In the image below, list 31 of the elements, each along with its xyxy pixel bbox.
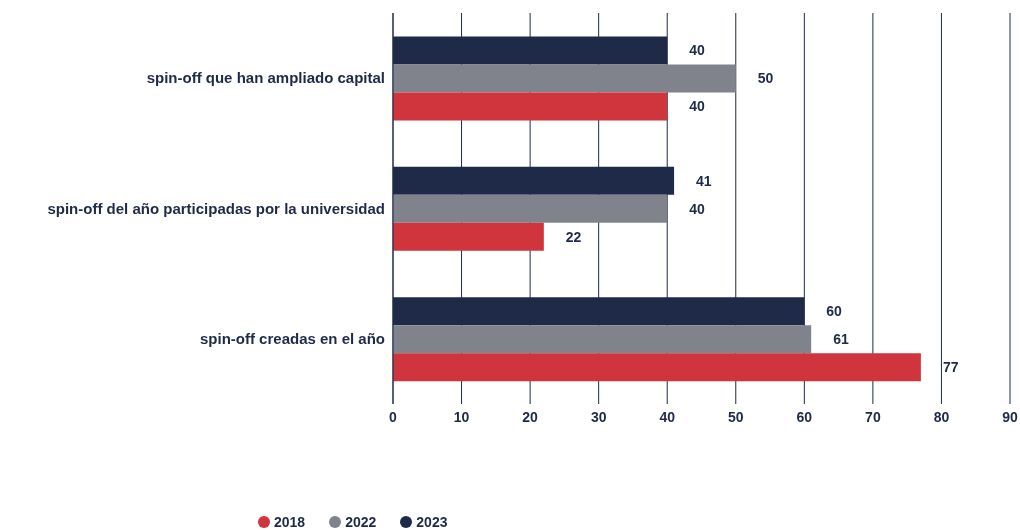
bar xyxy=(393,64,736,93)
x-tick-label: 80 xyxy=(933,408,950,425)
x-tick-label: 20 xyxy=(522,408,539,425)
data-label: 60 xyxy=(826,303,843,320)
x-tick-label: 70 xyxy=(865,408,881,425)
y-tick-label: spin-off creadas en el año xyxy=(199,330,385,348)
data-label: 61 xyxy=(833,331,849,348)
x-tick-label: 90 xyxy=(1002,408,1018,425)
data-label: 22 xyxy=(565,228,582,245)
x-tick-label: 30 xyxy=(590,408,607,425)
x-tick-label: 60 xyxy=(796,408,813,425)
x-tick-label: 50 xyxy=(727,408,744,425)
data-label: 40 xyxy=(689,200,706,217)
data-label: 50 xyxy=(757,70,774,87)
bar xyxy=(393,222,544,251)
x-tick-label: 0 xyxy=(389,408,398,425)
y-tick-label: spin-off del año participadas por la universidad xyxy=(47,199,385,217)
bar xyxy=(393,194,668,223)
data-label: 40 xyxy=(689,98,706,115)
data-label: 77 xyxy=(942,359,959,376)
legend-label: 2022 xyxy=(344,514,377,530)
legend-label: 2018 xyxy=(273,514,306,530)
data-label: 41 xyxy=(696,172,712,189)
y-tick-label: spin-off que han ampliado capital xyxy=(146,69,385,87)
data-label: 40 xyxy=(689,42,706,59)
bar xyxy=(393,92,668,121)
x-tick-label: 40 xyxy=(659,408,676,425)
bar xyxy=(393,353,921,382)
legend-label: 2023 xyxy=(415,514,448,530)
bar xyxy=(393,325,812,354)
x-tick-label: 10 xyxy=(453,408,470,425)
